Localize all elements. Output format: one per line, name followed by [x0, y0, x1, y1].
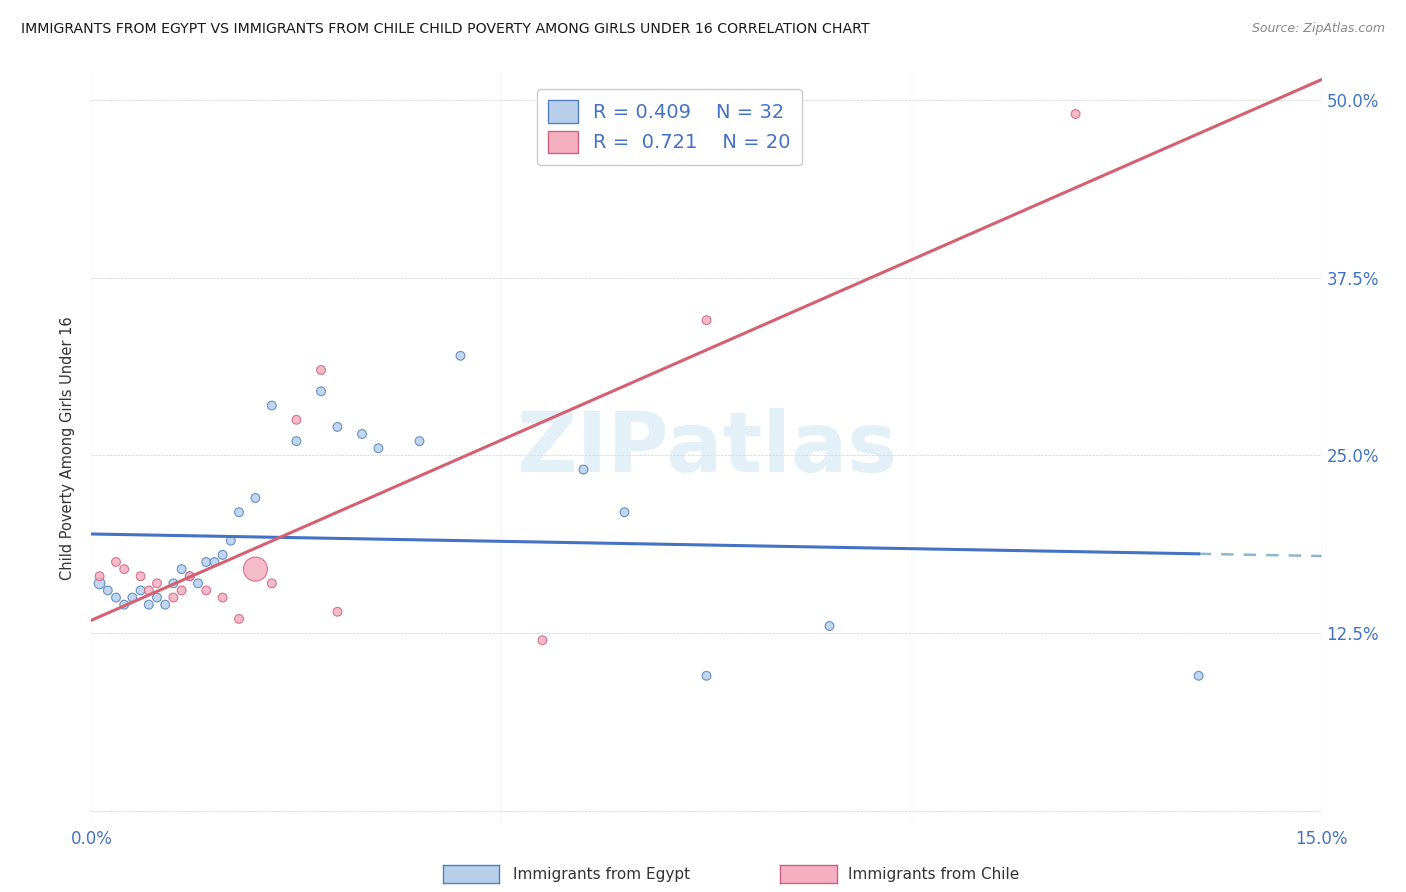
Point — [97, 583, 120, 598]
Point — [326, 605, 349, 619]
Point — [260, 399, 283, 413]
Point — [89, 576, 111, 591]
Point — [285, 413, 308, 427]
Point — [309, 363, 332, 377]
Point — [572, 462, 595, 476]
Point — [449, 349, 471, 363]
Point — [129, 569, 152, 583]
Point — [162, 591, 184, 605]
Point — [153, 598, 177, 612]
Legend: R = 0.409    N = 32, R =  0.721    N = 20: R = 0.409 N = 32, R = 0.721 N = 20 — [537, 88, 803, 165]
Point — [112, 562, 135, 576]
Text: Source: ZipAtlas.com: Source: ZipAtlas.com — [1251, 22, 1385, 36]
Point — [129, 583, 152, 598]
Point — [367, 442, 389, 455]
Point — [285, 434, 308, 449]
Point — [695, 669, 717, 683]
Point — [818, 619, 841, 633]
Point — [245, 491, 267, 505]
Point — [1187, 669, 1209, 683]
Y-axis label: Child Poverty Among Girls Under 16: Child Poverty Among Girls Under 16 — [60, 317, 76, 580]
Point — [162, 576, 184, 591]
Point — [195, 583, 218, 598]
Point — [260, 576, 283, 591]
Text: ZIPatlas: ZIPatlas — [516, 408, 897, 489]
Point — [146, 591, 169, 605]
Text: Immigrants from Chile: Immigrants from Chile — [848, 867, 1019, 881]
Point — [245, 562, 267, 576]
Point — [309, 384, 332, 399]
Point — [138, 598, 160, 612]
Point — [170, 583, 193, 598]
Point — [326, 420, 349, 434]
Point — [1064, 107, 1087, 121]
Point — [352, 427, 374, 442]
Point — [195, 555, 218, 569]
Point — [228, 505, 250, 519]
Point — [138, 583, 160, 598]
Text: Immigrants from Egypt: Immigrants from Egypt — [513, 867, 690, 881]
Point — [105, 555, 127, 569]
Point — [105, 591, 127, 605]
Point — [89, 569, 111, 583]
Point — [228, 612, 250, 626]
Point — [112, 598, 135, 612]
Point — [170, 562, 193, 576]
Point — [695, 313, 717, 327]
Point — [219, 533, 242, 548]
Point — [211, 591, 233, 605]
Point — [202, 555, 225, 569]
Text: IMMIGRANTS FROM EGYPT VS IMMIGRANTS FROM CHILE CHILD POVERTY AMONG GIRLS UNDER 1: IMMIGRANTS FROM EGYPT VS IMMIGRANTS FROM… — [21, 22, 870, 37]
Point — [531, 633, 554, 648]
Point — [408, 434, 430, 449]
Point — [179, 569, 201, 583]
Point — [121, 591, 143, 605]
Point — [211, 548, 233, 562]
Point — [179, 569, 201, 583]
Point — [613, 505, 636, 519]
Point — [187, 576, 209, 591]
Point — [146, 576, 169, 591]
